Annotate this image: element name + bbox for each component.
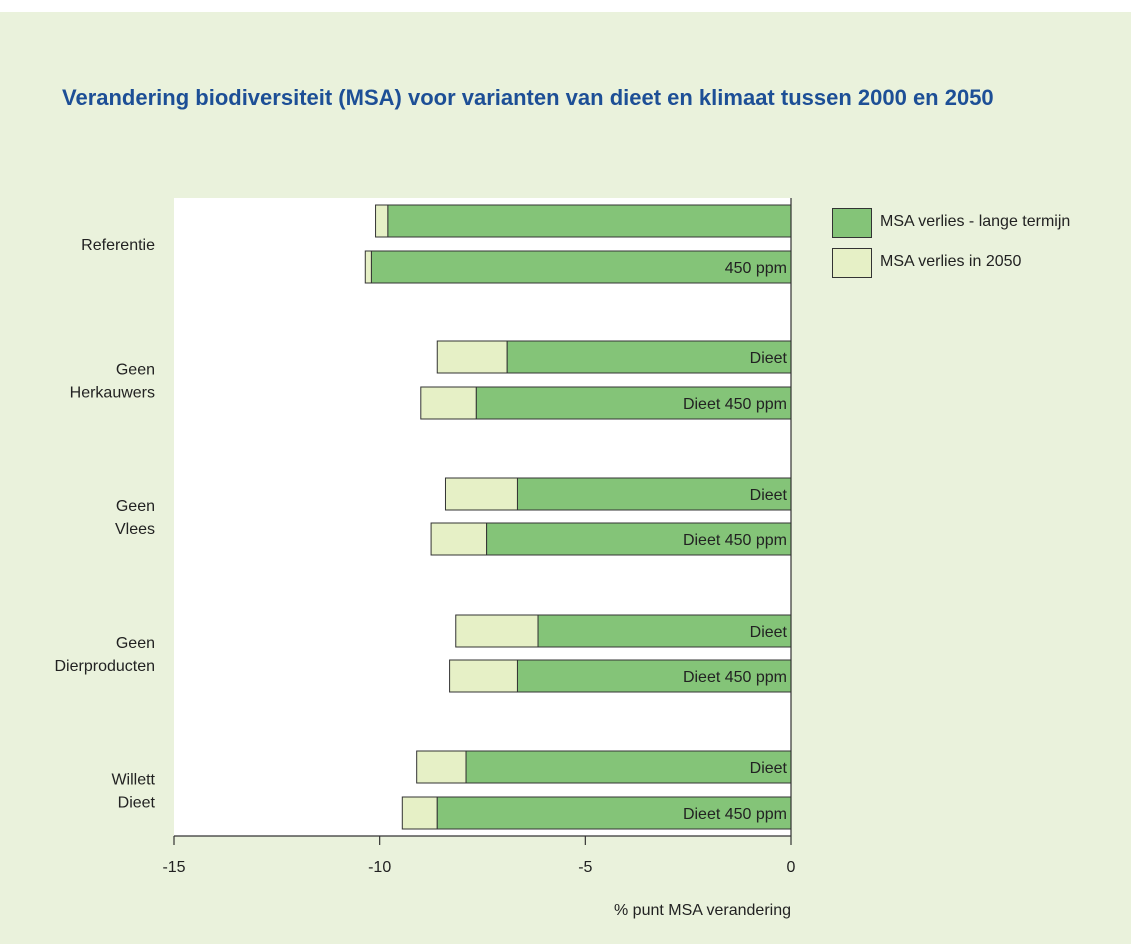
bar-in-2050 bbox=[375, 204, 389, 238]
legend-swatch-long-term bbox=[832, 208, 872, 238]
bar-in-2050 bbox=[420, 386, 477, 420]
bar-in-2050 bbox=[436, 340, 508, 374]
x-tick-label: -10 bbox=[368, 859, 391, 876]
bar-in-2050 bbox=[416, 750, 467, 784]
bar-label: Dieet bbox=[750, 760, 788, 777]
bar-label: Dieet 450 ppm bbox=[683, 396, 787, 413]
x-axis-label: % punt MSA verandering bbox=[614, 902, 791, 919]
bar-long-term bbox=[486, 522, 792, 556]
bar-in-2050 bbox=[430, 522, 488, 556]
bar-in-2050 bbox=[444, 477, 518, 511]
bar-label: Dieet 450 ppm bbox=[683, 806, 787, 823]
category-label: Herkauwers bbox=[70, 385, 155, 402]
category-label: Willett bbox=[111, 772, 155, 789]
bar-in-2050 bbox=[401, 796, 438, 830]
plot-area bbox=[174, 198, 791, 836]
bar-long-term bbox=[475, 386, 792, 420]
bar-label: Dieet bbox=[750, 350, 788, 367]
bar-long-term bbox=[387, 204, 792, 238]
bar-long-term bbox=[537, 614, 792, 648]
bar-label: 450 ppm bbox=[725, 260, 787, 277]
category-label: Geen bbox=[116, 635, 155, 652]
legend-label-long-term: MSA verlies - lange termijn bbox=[880, 213, 1071, 230]
category-label: Geen bbox=[116, 498, 155, 515]
category-label: Dieet bbox=[118, 795, 156, 812]
bar-label: Dieet 450 ppm bbox=[683, 532, 787, 549]
legend-label-in-2050: MSA verlies in 2050 bbox=[880, 253, 1022, 270]
category-label: Vlees bbox=[115, 521, 155, 538]
legend-swatch-in-2050 bbox=[832, 248, 872, 278]
bar-long-term bbox=[516, 477, 792, 511]
bar-long-term bbox=[465, 750, 792, 784]
x-tick-label: -15 bbox=[162, 859, 185, 876]
category-label: Referentie bbox=[81, 237, 155, 254]
bar-long-term bbox=[506, 340, 792, 374]
x-tick-label: -5 bbox=[578, 859, 592, 876]
x-tick-label: 0 bbox=[787, 859, 796, 876]
bar-in-2050 bbox=[364, 250, 372, 284]
bar-label: Dieet bbox=[750, 487, 788, 504]
bar-long-term bbox=[370, 250, 792, 284]
chart-svg: 450 ppm Referentie Dieet Dieet 450 ppm Geen H… bbox=[55, 198, 796, 919]
bar-label: Dieet 450 ppm bbox=[683, 669, 787, 686]
bar-long-term bbox=[516, 659, 792, 693]
chart-panel: Verandering biodiversiteit (MSA) voor va… bbox=[0, 12, 1131, 944]
bar-label: Dieet bbox=[750, 624, 788, 641]
bar-in-2050 bbox=[455, 614, 539, 648]
chart-title: Verandering biodiversiteit (MSA) voor va… bbox=[62, 85, 994, 110]
bar-in-2050 bbox=[449, 659, 518, 693]
category-label: Geen bbox=[116, 362, 155, 379]
category-label: Dierproducten bbox=[55, 658, 156, 675]
